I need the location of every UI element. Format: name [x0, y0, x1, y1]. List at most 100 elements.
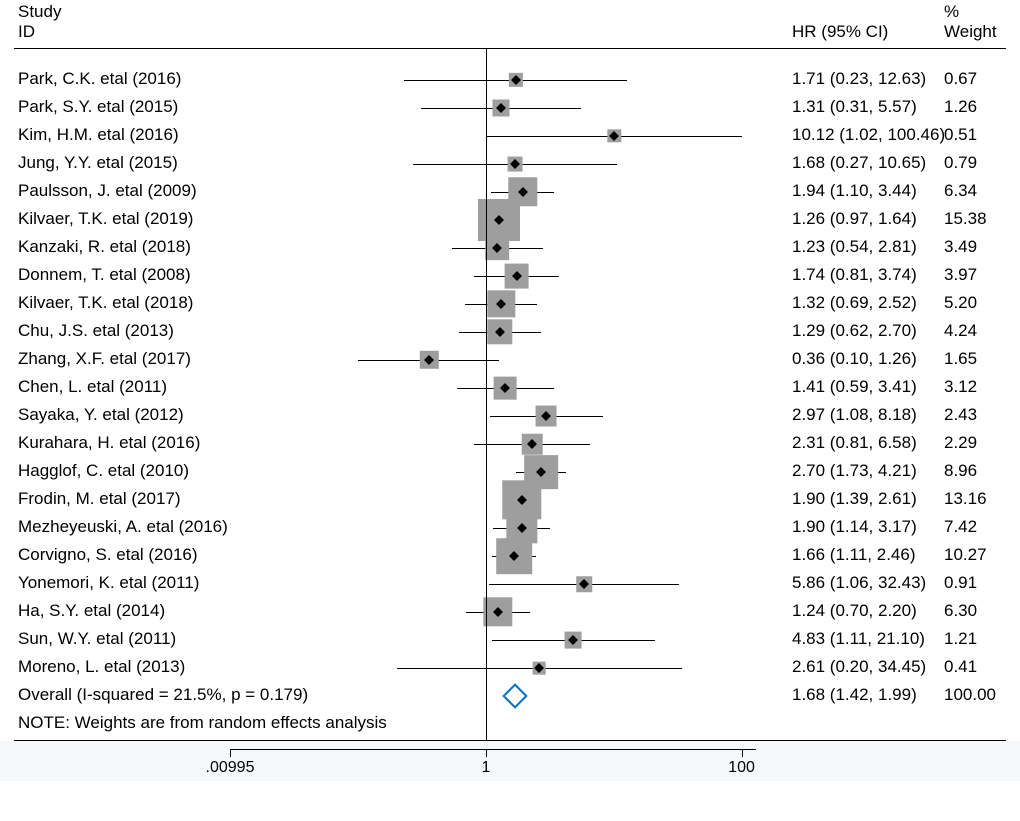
hr-ci-value: 1.41 (0.59, 3.41): [792, 377, 917, 397]
weight-value: 4.24: [944, 321, 977, 341]
study-row: Chu, J.S. etal (2013)1.29 (0.62, 2.70)4.…: [0, 318, 1020, 346]
axis-tick-label: 100: [728, 759, 755, 777]
study-row: Chen, L. etal (2011) 1.41 (0.59, 3.41) 3.1…: [0, 374, 1020, 402]
reference-line: [486, 49, 487, 740]
header-study-id: Study ID: [18, 2, 61, 42]
axis-tick: [742, 749, 743, 757]
study-label: Moreno, L. etal (2013): [18, 657, 185, 677]
study-row: Sun, W.Y. etal (2011) 4.83 (1.11, 21.10) 1…: [0, 626, 1020, 654]
weight-value: 15.38: [944, 209, 987, 229]
study-label: Mezheyeuski, A. etal (2016): [18, 517, 228, 537]
weight-value: 8.96: [944, 461, 977, 481]
study-label: Yonemori, K. etal (2011): [18, 573, 199, 593]
weight-value: 7.42: [944, 517, 977, 537]
study-label: Corvigno, S. etal (2016): [18, 545, 198, 565]
study-label: Donnem, T. etal (2008): [18, 265, 191, 285]
hr-ci-value: 1.94 (1.10, 3.44): [792, 181, 917, 201]
study-row: Jung, Y.Y. etal (2015) 1.68 (0.27, 10.65)…: [0, 150, 1020, 178]
study-label: Kilvaer, T.K. etal (2018): [18, 293, 193, 313]
study-row: Kurahara, H. etal (2016) 2.31 (0.81, 6.58…: [0, 430, 1020, 458]
overall-diamond: [502, 683, 527, 708]
hr-ci-value: 1.66 (1.11, 2.46): [792, 545, 916, 565]
weight-value: 0.91: [944, 573, 977, 593]
axis-tick-label: 1: [481, 759, 490, 777]
axis-line: [230, 749, 756, 750]
axis-tick-label: .00995: [206, 759, 255, 777]
study-label: Park, C.K. etal (2016): [18, 69, 181, 89]
overall-weight: 100.00: [944, 685, 996, 705]
weight-value: 2.29: [944, 433, 977, 453]
study-label: Kilvaer, T.K. etal (2019): [18, 209, 193, 229]
study-row: Park, C.K. etal (2016) 1.71 (0.23, 12.63)…: [0, 66, 1020, 94]
top-rule: [14, 48, 1006, 49]
study-row: Donnem, T. etal (2008) 1.74 (0.81, 3.74) 3…: [0, 262, 1020, 290]
study-row: Kanzaki, R. etal (2018)1.23 (0.54, 2.81)…: [0, 234, 1020, 262]
hr-ci-value: 1.90 (1.39, 2.61): [792, 489, 917, 509]
hr-ci-value: 2.97 (1.08, 8.18): [792, 405, 917, 425]
forest-header: Study ID HR (95% CI) % Weight: [0, 0, 1020, 48]
weight-value: 6.34: [944, 181, 977, 201]
hr-ci-value: 1.24 (0.70, 2.20): [792, 601, 917, 621]
weight-value: 6.30: [944, 601, 977, 621]
hr-ci-value: 5.86 (1.06, 32.43): [792, 573, 926, 593]
weight-value: 2.43: [944, 405, 977, 425]
hr-ci-value: 2.31 (0.81, 6.58): [792, 433, 917, 453]
overall-row: Overall (I-squared = 21.5%, p = 0.179)1.…: [0, 682, 1020, 710]
weight-value: 1.21: [944, 629, 977, 649]
study-label: Chu, J.S. etal (2013): [18, 321, 174, 341]
weight-value: 0.79: [944, 153, 977, 173]
hr-ci-value: 1.23 (0.54, 2.81): [792, 237, 917, 257]
hr-ci-value: 1.74 (0.81, 3.74): [792, 265, 917, 285]
weight-value: 1.26: [944, 97, 977, 117]
header-study: Study: [18, 2, 61, 21]
hr-ci-value: 1.26 (0.97, 1.64): [792, 209, 917, 229]
study-label: Ha, S.Y. etal (2014): [18, 601, 165, 621]
weight-value: 5.20: [944, 293, 977, 313]
weight-value: 13.16: [944, 489, 987, 509]
weight-value: 1.65: [944, 349, 977, 369]
axis-area: .00995 1 100: [0, 741, 1020, 781]
hr-ci-value: 1.90 (1.14, 3.17): [792, 517, 917, 537]
weight-value: 3.49: [944, 237, 977, 257]
study-label: Chen, L. etal (2011): [18, 377, 167, 397]
study-label: Kurahara, H. etal (2016): [18, 433, 200, 453]
hr-ci-value: 2.70 (1.73, 4.21): [792, 461, 917, 481]
hr-ci-value: 1.31 (0.31, 5.57): [792, 97, 917, 117]
study-label: Kim, H.M. etal (2016): [18, 125, 179, 145]
note-row: NOTE: Weights are from random effects an…: [0, 710, 1020, 738]
header-weight: Weight: [944, 22, 997, 42]
study-row: Kilvaer, T.K. etal (2019) 1.26 (0.97, 1.6…: [0, 206, 1020, 234]
forest-rows: Park, C.K. etal (2016) 1.71 (0.23, 12.63)…: [0, 66, 1020, 738]
study-label: Hagglof, C. etal (2010): [18, 461, 189, 481]
hr-ci-value: 2.61 (0.20, 34.45): [792, 657, 926, 677]
weight-value: 3.12: [944, 377, 977, 397]
study-label: Frodin, M. etal (2017): [18, 489, 181, 509]
hr-ci-value: 10.12 (1.02, 100.46): [792, 125, 945, 145]
study-label: Jung, Y.Y. etal (2015): [18, 153, 178, 173]
header-id: ID: [18, 22, 35, 41]
hr-ci-value: 1.68 (0.27, 10.65): [792, 153, 926, 173]
header-hr-ci: HR (95% CI): [792, 22, 888, 42]
hr-ci-value: 1.71 (0.23, 12.63): [792, 69, 926, 89]
weight-value: 0.51: [944, 125, 977, 145]
study-row: Kim, H.M. etal (2016) 10.12 (1.02, 100.46…: [0, 122, 1020, 150]
weight-value: 0.67: [944, 69, 977, 89]
study-row: Yonemori, K. etal (2011) 5.86 (1.06, 32.4…: [0, 570, 1020, 598]
study-row: Sayaka, Y. etal (2012) 2.97 (1.08, 8.18) 2…: [0, 402, 1020, 430]
study-label: Sayaka, Y. etal (2012): [18, 405, 184, 425]
hr-ci-value: 1.32 (0.69, 2.52): [792, 293, 917, 313]
study-row: Corvigno, S. etal (2016) 1.66 (1.11, 2.46…: [0, 542, 1020, 570]
study-row: Kilvaer, T.K. etal (2018) 1.32 (0.69, 2.5…: [0, 290, 1020, 318]
study-row: Zhang, X.F. etal (2017)0.36 (0.10, 1.26)…: [0, 346, 1020, 374]
header-weight-percent: %: [944, 2, 959, 22]
weight-value: 3.97: [944, 265, 977, 285]
study-label: Paulsson, J. etal (2009): [18, 181, 197, 201]
study-row: Ha, S.Y. etal (2014) 1.24 (0.70, 2.20) 6.3…: [0, 598, 1020, 626]
axis-tick: [230, 749, 231, 757]
study-row: Park, S.Y. etal (2015)1.31 (0.31, 5.57)1…: [0, 94, 1020, 122]
study-label: Sun, W.Y. etal (2011): [18, 629, 176, 649]
weight-value: 10.27: [944, 545, 987, 565]
study-row: Moreno, L. etal (2013) 2.61 (0.20, 34.45)…: [0, 654, 1020, 682]
axis-tick: [486, 749, 487, 757]
hr-ci-value: 4.83 (1.11, 21.10): [792, 629, 925, 649]
